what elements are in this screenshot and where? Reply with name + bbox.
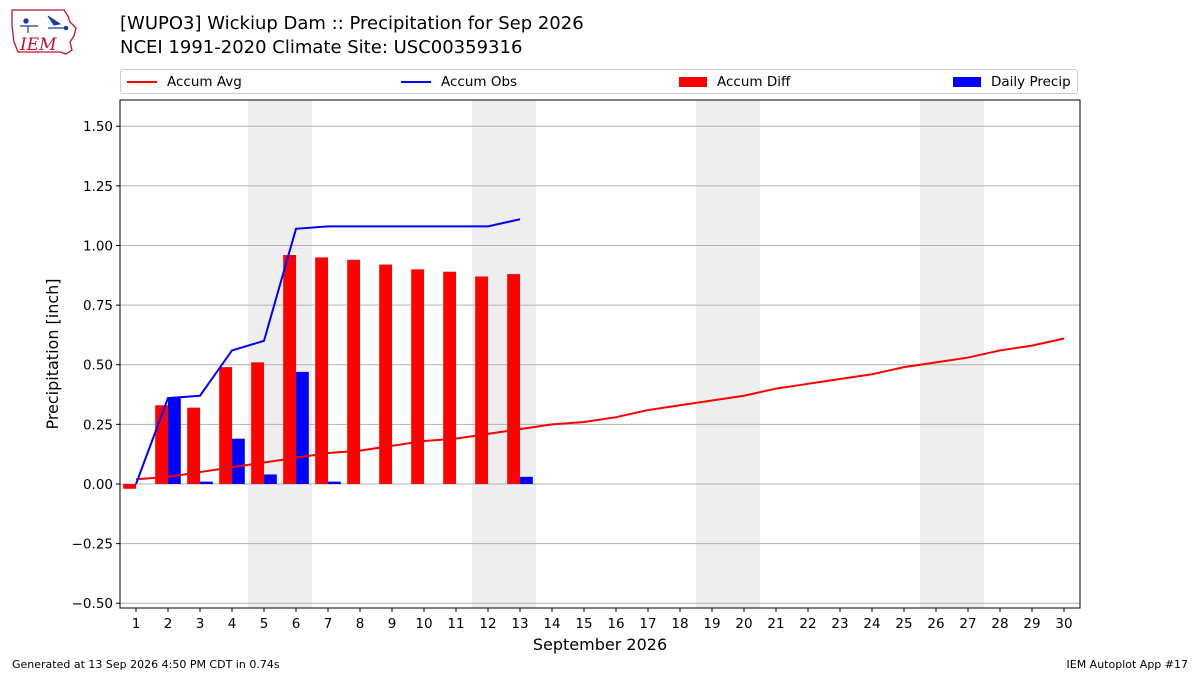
accum-diff-bar [443,271,456,484]
y-tick-label: −0.25 [72,537,113,553]
x-tick-label: 30 [1055,616,1072,632]
iowa-outline-icon [11,9,77,55]
x-tick-label: 18 [671,616,688,632]
y-tick-label: 1.50 [83,119,113,135]
x-tick-label: 2 [164,616,173,632]
x-tick-label: 16 [607,616,624,632]
daily-precip-bar [328,481,341,484]
accum-diff-bar [219,367,232,484]
x-tick-label: 3 [196,616,205,632]
y-tick-label: 1.00 [83,238,113,254]
legend-item-diff: Accum Diff [679,73,790,91]
weather-symbols-icon [20,15,69,33]
legend-label-avg: Accum Avg [167,74,242,90]
x-tick-label: 19 [703,616,720,632]
x-tick-label: 25 [895,616,912,632]
y-tick-label: 0.25 [83,417,113,433]
legend-item-obs: Accum Obs [401,73,517,91]
y-axis-label: Precipitation [inch] [43,278,62,429]
accum-diff-bar [187,407,200,484]
footer-app-id: IEM Autoplot App #17 [1066,658,1189,671]
accum-obs-line [135,218,521,485]
x-tick-label: 14 [543,616,560,632]
daily-precip-bar [520,476,533,484]
accum-diff-bar [379,264,392,484]
chart-subtitle: NCEI 1991-2020 Climate Site: USC00359316 [120,37,523,58]
x-tick-label: 27 [959,616,976,632]
x-tick-label: 23 [831,616,848,632]
weekend-band [248,100,312,608]
accum-diff-bar [475,276,488,484]
x-tick-label: 12 [479,616,496,632]
x-tick-label: 29 [1023,616,1040,632]
iem-logo: IEM [11,9,77,55]
daily-precip-bar [264,474,277,484]
weekend-band [696,100,760,608]
legend-label-obs: Accum Obs [441,74,518,90]
x-tick-label: 21 [767,616,784,632]
legend-item-daily: Daily Precip [953,73,1071,91]
legend-swatch-diff [679,77,707,87]
y-tick-label: −0.50 [72,596,113,612]
legend-swatch-daily [953,77,981,87]
accum-avg-line [135,337,1065,481]
x-tick-label: 22 [799,616,816,632]
x-axis-label: September 2026 [533,635,667,654]
legend-swatch-obs [401,81,431,83]
daily-precip-bar [296,371,309,484]
plot-frame [119,99,1081,609]
x-tick-label: 11 [447,616,464,632]
x-tick-label: 17 [639,616,656,632]
weekend-band [920,100,984,608]
x-tick-label: 1 [132,616,141,632]
legend-swatch-avg [127,81,157,83]
x-tick-label: 5 [260,616,269,632]
y-tick-label: 1.25 [83,179,113,195]
y-tick-label: 0.50 [83,358,113,374]
x-tick-label: 28 [991,616,1008,632]
chart-title: [WUPO3] Wickiup Dam :: Precipitation for… [120,13,584,34]
x-tick-label: 7 [324,616,333,632]
legend-label-diff: Accum Diff [717,74,791,90]
legend-label-daily: Daily Precip [991,74,1071,90]
x-tick-label: 6 [292,616,301,632]
x-tick-label: 4 [228,616,237,632]
accum-diff-bar [347,259,360,484]
x-tick-label: 24 [863,616,880,632]
daily-precip-bar [200,481,213,484]
accum-diff-bar [507,274,520,484]
accum-diff-bar [315,257,328,484]
daily-precip-bar [168,398,181,484]
x-tick-label: 8 [356,616,365,632]
legend: Accum Avg Accum Obs Accum Diff Daily Pre… [120,69,1078,94]
x-tick-label: 10 [415,616,432,632]
accum-diff-bar [411,269,424,484]
logo-text: IEM [19,35,57,55]
accum-diff-bar [123,483,136,489]
x-tick-label: 15 [575,616,592,632]
x-tick-label: 26 [927,616,944,632]
y-tick-label: 0.00 [83,477,113,493]
daily-precip-bar [232,438,245,484]
accum-diff-bar [283,255,296,484]
x-tick-label: 9 [388,616,397,632]
legend-item-avg: Accum Avg [127,73,242,91]
x-tick-label: 13 [511,616,528,632]
accum-diff-bar [251,362,264,484]
y-tick-label: 0.75 [83,298,113,314]
x-tick-label: 20 [735,616,752,632]
footer-generated: Generated at 13 Sep 2026 4:50 PM CDT in … [12,658,280,671]
